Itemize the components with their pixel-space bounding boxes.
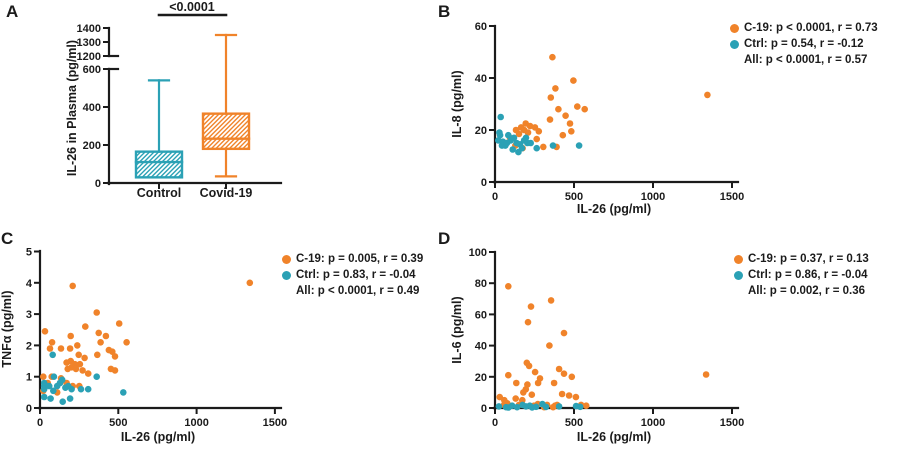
svg-text:20: 20 xyxy=(475,125,487,137)
legend-row: Ctrl: p = 0.83, r = -0.04 xyxy=(282,267,423,283)
c19-marker-icon xyxy=(734,254,743,264)
svg-text:0: 0 xyxy=(37,417,43,429)
svg-text:1: 1 xyxy=(26,372,32,384)
svg-text:0: 0 xyxy=(95,178,101,190)
c19-marker-icon xyxy=(282,254,291,264)
svg-text:400: 400 xyxy=(83,102,101,114)
svg-text:3: 3 xyxy=(26,309,32,321)
svg-text:1500: 1500 xyxy=(263,417,287,429)
svg-text:IL-26 in Plasma (pg/ml): IL-26 in Plasma (pg/ml) xyxy=(65,40,79,176)
legend-label: All: p = 0.002, r = 0.36 xyxy=(748,285,865,297)
svg-text:500: 500 xyxy=(565,417,583,429)
svg-text:40: 40 xyxy=(475,73,487,85)
svg-text:0: 0 xyxy=(481,403,487,415)
legend-label: C-19: p = 0.005, r = 0.39 xyxy=(296,253,424,265)
svg-text:1300: 1300 xyxy=(77,37,101,49)
svg-text:4: 4 xyxy=(26,278,33,290)
svg-text:Covid-19: Covid-19 xyxy=(200,186,253,200)
svg-text:80: 80 xyxy=(475,278,487,290)
panel-b-plot: 0 20 40 60 0 500 1000 1500 IL-26 (pg/ml) IL-8 (pg… xyxy=(450,21,744,216)
legend-label: Ctrl: p = 0.83, r = -0.04 xyxy=(296,269,416,281)
svg-text:0: 0 xyxy=(26,403,32,415)
svg-text:0: 0 xyxy=(492,417,498,429)
svg-text:1000: 1000 xyxy=(641,191,665,203)
svg-text:Control: Control xyxy=(137,186,181,200)
legend-row: C-19: p = 0.005, r = 0.39 xyxy=(282,251,423,267)
svg-text:500: 500 xyxy=(565,191,583,203)
svg-text:600: 600 xyxy=(83,64,101,76)
svg-text:100: 100 xyxy=(469,247,487,259)
panel-label-d: D xyxy=(438,229,451,248)
svg-text:IL-26 (pg/ml): IL-26 (pg/ml) xyxy=(121,430,195,444)
svg-text:<0.0001: <0.0001 xyxy=(169,0,215,14)
svg-text:TNFα (pg/ml): TNFα (pg/ml) xyxy=(0,290,14,367)
legend-label: C-19: p < 0.0001, r = 0.73 xyxy=(744,22,878,34)
svg-text:IL-26 (pg/ml): IL-26 (pg/ml) xyxy=(577,430,651,444)
svg-text:60: 60 xyxy=(475,309,487,321)
svg-text:60: 60 xyxy=(475,21,487,33)
legend-row: All: p = 0.002, r = 0.36 xyxy=(734,283,869,299)
legend-label: Ctrl: p = 0.86, r = -0.04 xyxy=(748,269,868,281)
legend-spacer xyxy=(730,56,739,65)
c19-marker-icon xyxy=(730,23,739,33)
legend-label: All: p < 0.0001, r = 0.49 xyxy=(296,285,420,297)
svg-text:5: 5 xyxy=(26,247,32,259)
legend-row: All: p < 0.0001, r = 0.49 xyxy=(282,283,423,299)
svg-text:1200: 1200 xyxy=(77,51,101,63)
legend-row: C-19: p = 0.37, r = 0.13 xyxy=(734,251,869,267)
legend-row: Ctrl: p = 0.54, r = -0.12 xyxy=(730,36,878,52)
panel-label-a: A xyxy=(6,2,19,21)
svg-text:1500: 1500 xyxy=(720,417,744,429)
svg-text:20: 20 xyxy=(475,372,487,384)
legend-label: All: p < 0.0001, r = 0.57 xyxy=(744,54,868,66)
panel-c-plot: 0 1 2 3 4 5 0 500 1000 1500 IL-26 (pg/ml) TNFα (pg/… xyxy=(0,247,287,445)
svg-text:200: 200 xyxy=(83,140,101,152)
legend-spacer xyxy=(282,287,291,296)
panel-label-c: C xyxy=(1,229,14,248)
ctrl-marker-icon xyxy=(282,270,291,280)
svg-text:500: 500 xyxy=(109,417,127,429)
legend-panel-b: C-19: p < 0.0001, r = 0.73 Ctrl: p = 0.5… xyxy=(730,20,878,68)
svg-text:1400: 1400 xyxy=(77,23,101,35)
legend-row: C-19: p < 0.0001, r = 0.73 xyxy=(730,20,878,36)
legend-label: C-19: p = 0.37, r = 0.13 xyxy=(748,253,869,265)
legend-spacer xyxy=(734,287,743,296)
svg-text:2: 2 xyxy=(26,340,32,352)
panel-label-b: B xyxy=(438,2,451,21)
ctrl-marker-icon xyxy=(730,39,739,49)
svg-text:IL-26 (pg/ml): IL-26 (pg/ml) xyxy=(577,202,651,216)
legend-panel-d: C-19: p = 0.37, r = 0.13 Ctrl: p = 0.86,… xyxy=(734,251,869,299)
svg-text:1500: 1500 xyxy=(720,191,744,203)
legend-row: All: p < 0.0001, r = 0.57 xyxy=(730,52,878,68)
svg-text:40: 40 xyxy=(475,341,487,353)
svg-text:1000: 1000 xyxy=(641,417,665,429)
legend-row: Ctrl: p = 0.86, r = -0.04 xyxy=(734,267,869,283)
ctrl-marker-icon xyxy=(734,270,743,280)
svg-text:0: 0 xyxy=(492,191,498,203)
legend-label: Ctrl: p = 0.54, r = -0.12 xyxy=(744,38,864,50)
legend-panel-c: C-19: p = 0.005, r = 0.39 Ctrl: p = 0.83… xyxy=(282,251,423,299)
svg-text:0: 0 xyxy=(481,177,487,189)
svg-text:IL-8 (pg/ml): IL-8 (pg/ml) xyxy=(450,70,464,137)
svg-text:1000: 1000 xyxy=(184,417,208,429)
svg-text:IL-6 (pg/ml): IL-6 (pg/ml) xyxy=(450,296,464,363)
